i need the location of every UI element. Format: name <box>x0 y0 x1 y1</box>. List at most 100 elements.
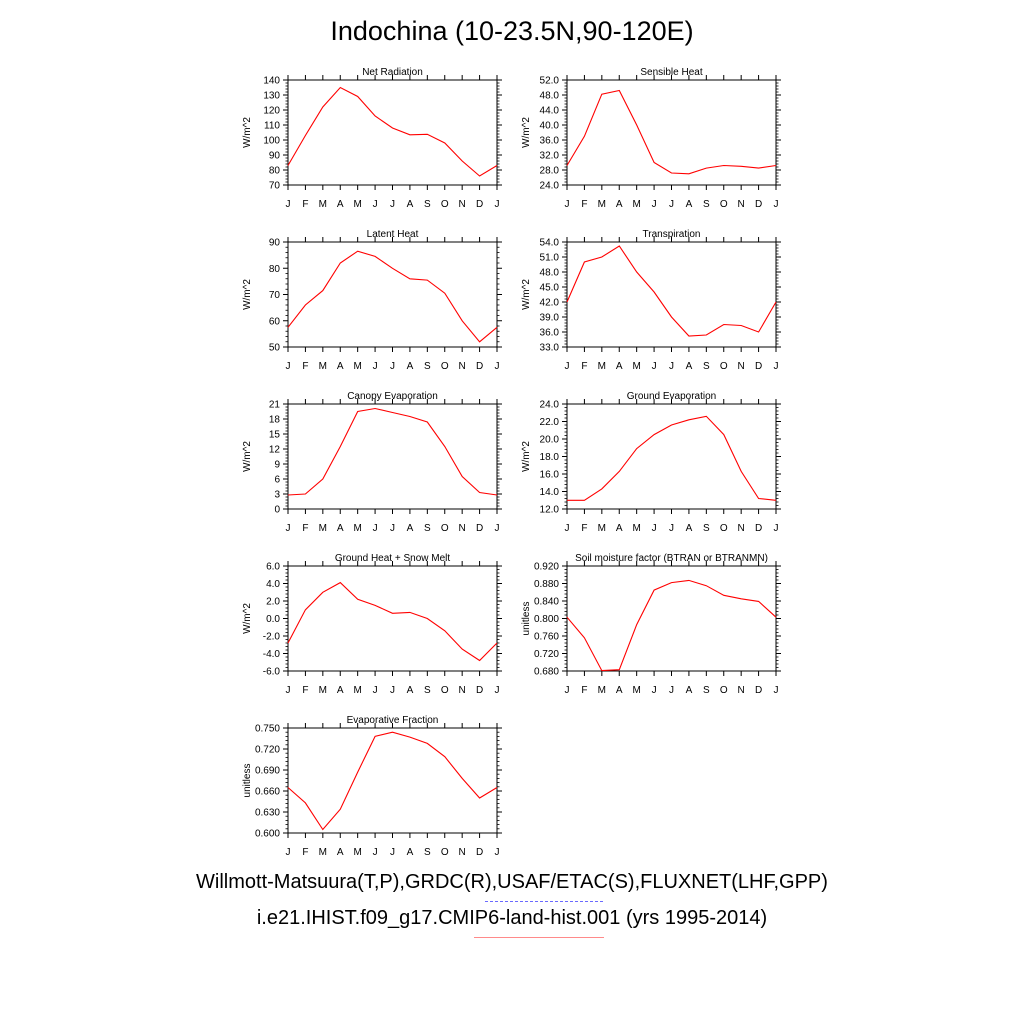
y-axis-label: unitless <box>521 602 532 636</box>
plot-frame <box>566 403 777 510</box>
x-tick-label: S <box>424 847 431 858</box>
x-tick-label: F <box>302 847 308 858</box>
x-tick-label: J <box>774 199 779 210</box>
x-tick-label: J <box>286 361 291 372</box>
x-tick-label: M <box>319 523 327 534</box>
y-tick-label: 12.0 <box>540 505 560 516</box>
x-tick-label: F <box>302 361 308 372</box>
x-tick-label: F <box>302 523 308 534</box>
x-tick-label: F <box>581 685 587 696</box>
series-line <box>287 407 498 496</box>
y-tick-label: 24.0 <box>540 400 560 411</box>
x-tick-label: J <box>774 523 779 534</box>
y-tick-label: 0.880 <box>534 579 559 590</box>
y-tick-label: 0.0 <box>266 614 280 625</box>
x-tick-label: J <box>774 685 779 696</box>
x-tick-label: M <box>319 361 327 372</box>
y-tick-label: 40.0 <box>540 121 560 132</box>
y-axis-label: W/m^2 <box>521 441 532 472</box>
x-tick-label: N <box>738 361 745 372</box>
y-axis-label: W/m^2 <box>521 279 532 310</box>
x-tick-label: F <box>581 199 587 210</box>
chart-title: Evaporative Fraction <box>347 715 439 726</box>
chart-title: Transpiration <box>643 229 701 240</box>
x-tick-label: O <box>441 847 449 858</box>
x-tick-label: J <box>390 523 395 534</box>
series-line <box>287 86 498 177</box>
x-tick-label: O <box>720 523 728 534</box>
x-tick-label: J <box>565 523 570 534</box>
x-tick-label: J <box>495 361 500 372</box>
x-tick-label: M <box>319 847 327 858</box>
y-tick-label: 44.0 <box>540 106 560 117</box>
y-axis-label: W/m^2 <box>242 603 253 634</box>
x-tick-label: J <box>495 847 500 858</box>
x-tick-label: J <box>652 523 657 534</box>
y-tick-label: 20.0 <box>540 435 560 446</box>
y-tick-label: 70 <box>269 290 281 301</box>
y-tick-label: 42.0 <box>540 298 560 309</box>
y-tick-label: 0.750 <box>255 724 280 735</box>
y-axis-label: unitless <box>242 764 253 798</box>
y-tick-label: 6.0 <box>266 562 280 573</box>
y-tick-label: 90 <box>269 151 281 162</box>
x-tick-label: M <box>632 685 640 696</box>
x-tick-label: S <box>703 685 710 696</box>
x-tick-label: J <box>373 199 378 210</box>
y-axis-label: W/m^2 <box>242 279 253 310</box>
y-tick-label: 21 <box>269 400 281 411</box>
y-tick-label: 45.0 <box>540 283 560 294</box>
x-tick-label: D <box>476 199 483 210</box>
x-tick-label: J <box>565 685 570 696</box>
plot-frame <box>566 565 777 672</box>
y-tick-label: 18 <box>269 415 281 426</box>
x-tick-label: O <box>441 523 449 534</box>
x-tick-label: A <box>407 685 414 696</box>
x-tick-label: J <box>286 685 291 696</box>
x-tick-label: J <box>373 847 378 858</box>
y-tick-label: 32.0 <box>540 151 560 162</box>
y-tick-label: 36.0 <box>540 136 560 147</box>
x-tick-label: M <box>353 523 361 534</box>
y-tick-label: 110 <box>264 121 280 132</box>
figure-title: Indochina (10-23.5N,90-120E) <box>330 16 694 46</box>
y-tick-label: 140 <box>263 76 280 87</box>
x-tick-label: A <box>686 199 693 210</box>
y-tick-label: 15 <box>269 430 281 441</box>
x-tick-label: F <box>302 685 308 696</box>
x-tick-label: N <box>738 523 745 534</box>
x-tick-label: M <box>632 523 640 534</box>
x-tick-label: M <box>598 361 606 372</box>
x-tick-label: N <box>459 199 466 210</box>
plot-frame <box>287 79 498 186</box>
x-tick-label: D <box>476 361 483 372</box>
x-tick-label: J <box>669 523 674 534</box>
x-tick-label: N <box>459 847 466 858</box>
x-tick-label: J <box>652 685 657 696</box>
y-tick-label: 54.0 <box>540 238 560 249</box>
series-line <box>566 245 777 337</box>
x-tick-label: A <box>407 523 414 534</box>
y-tick-label: -6.0 <box>263 667 281 678</box>
x-tick-label: M <box>598 685 606 696</box>
y-tick-label: 16.0 <box>540 470 560 481</box>
y-tick-label: 9 <box>274 460 280 471</box>
x-tick-label: N <box>738 685 745 696</box>
y-tick-label: 80 <box>269 166 281 177</box>
y-tick-label: 12 <box>269 445 281 456</box>
y-tick-label: 52.0 <box>540 76 560 87</box>
series-line <box>566 89 777 175</box>
chart-title: Ground Heat + Snow Melt <box>335 553 451 564</box>
x-tick-label: A <box>407 361 414 372</box>
x-tick-label: O <box>720 199 728 210</box>
x-tick-label: J <box>495 685 500 696</box>
x-tick-label: S <box>424 361 431 372</box>
x-tick-label: N <box>459 361 466 372</box>
x-tick-label: A <box>686 523 693 534</box>
x-tick-label: A <box>337 523 344 534</box>
y-tick-label: 14.0 <box>540 487 560 498</box>
y-tick-label: 0.760 <box>534 632 559 643</box>
x-tick-label: J <box>652 199 657 210</box>
